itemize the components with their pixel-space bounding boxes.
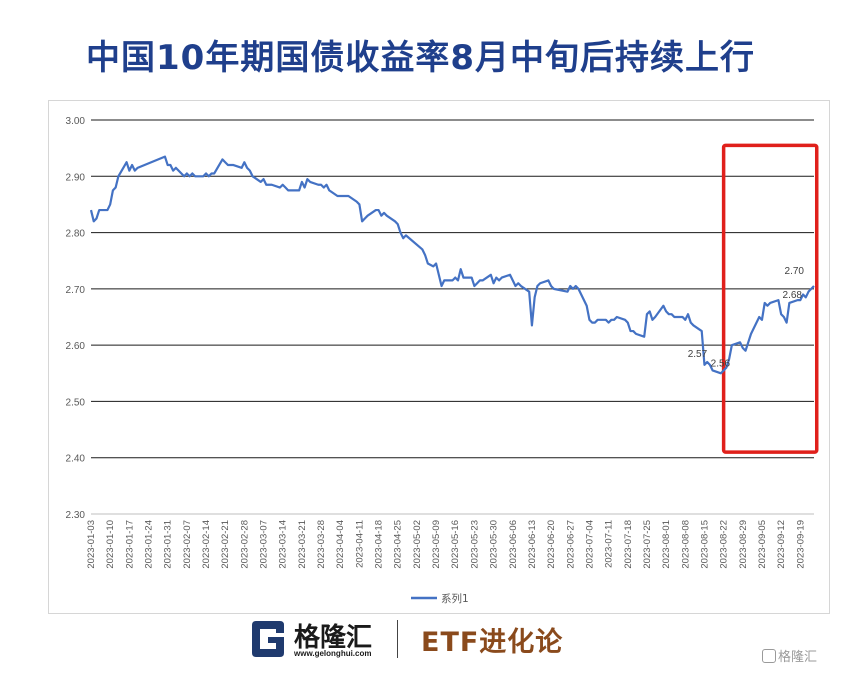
watermark-g-icon (762, 649, 776, 663)
y-tick-label: 2.40 (66, 454, 86, 465)
g-logo-icon (252, 621, 284, 657)
x-tick-label: 2023-09-12 (776, 520, 787, 569)
x-tick-label: 2023-05-23 (469, 520, 480, 569)
x-tick-label: 2023-02-28 (239, 520, 250, 569)
x-tick-label: 2023-04-04 (335, 520, 346, 569)
x-tick-label: 2023-06-27 (565, 520, 576, 569)
page-title: 中国10年期国债收益率8月中旬后持续上行 (86, 38, 755, 78)
x-tick-label: 2023-01-31 (163, 520, 174, 569)
watermark-text: 格隆汇 (778, 650, 818, 665)
x-tick-label: 2023-08-15 (699, 520, 710, 569)
x-tick-label: 2023-05-02 (412, 520, 423, 569)
x-tick-label: 2023-07-25 (642, 520, 653, 569)
x-tick-label: 2023-01-17 (124, 520, 135, 569)
x-tick-label: 2023-04-25 (393, 520, 404, 569)
footer-divider (397, 620, 398, 658)
y-tick-label: 2.90 (66, 172, 86, 183)
y-tick-label: 2.50 (66, 397, 86, 408)
x-tick-label: 2023-04-11 (354, 520, 365, 568)
x-tick-label: 2023-08-08 (680, 520, 691, 569)
y-tick-label: 2.30 (66, 510, 86, 521)
logo-text: 格隆汇 (294, 623, 373, 653)
x-tick-label: 2023-01-10 (105, 520, 116, 569)
logo-url: www.gelonghui.com (294, 649, 372, 658)
x-tick-label: 2023-08-29 (738, 520, 749, 569)
x-tick-label: 2023-09-19 (795, 520, 806, 569)
x-tick-label: 2023-02-14 (201, 520, 212, 569)
legend-label: 系列1 (441, 592, 469, 605)
x-tick-label: 2023-01-24 (144, 520, 155, 569)
x-tick-label: 2023-07-11 (604, 520, 615, 568)
data-label: 2.56 (711, 359, 731, 370)
x-tick-label: 2023-02-07 (182, 520, 193, 569)
data-label: 2.57 (688, 349, 708, 360)
x-tick-label: 2023-08-22 (719, 520, 730, 569)
x-tick-label: 2023-03-07 (259, 520, 270, 569)
y-tick-label: 2.80 (66, 229, 86, 240)
chart-panel: 3.00 2.90 2.80 2.70 2.60 2.50 2.40 2.30 2023-01-… (48, 100, 830, 614)
highlight-box (721, 143, 819, 454)
brand-name: ETF进化论 (421, 627, 564, 658)
x-tick-label: 2023-04-18 (374, 520, 385, 569)
y-tick-label: 2.60 (66, 341, 86, 352)
y-tick-label: 2.70 (66, 285, 86, 296)
x-tick-label: 2023-05-09 (431, 520, 442, 569)
watermark: 格隆汇 (762, 646, 817, 665)
x-tick-label: 2023-05-16 (450, 520, 461, 569)
x-tick-label: 2023-08-01 (661, 520, 672, 569)
x-tick-label: 2023-09-05 (757, 520, 768, 569)
x-tick-label: 2023-03-14 (278, 520, 289, 569)
x-tick-label: 2023-06-20 (546, 520, 557, 569)
x-tick-label: 2023-07-18 (623, 520, 634, 569)
x-tick-label: 2023-05-30 (489, 520, 500, 569)
x-tick-label: 2023-02-21 (220, 520, 231, 569)
yield-line-chart: 3.002.902.802.702.602.502.402.302023-01-… (66, 116, 819, 605)
y-tick-label: 3.00 (66, 116, 86, 127)
x-tick-label: 2023-01-03 (86, 520, 97, 569)
data-label: 2.70 (785, 266, 805, 277)
series-line (89, 155, 815, 375)
data-label: 2.68 (783, 290, 803, 301)
x-tick-label: 2023-03-28 (316, 520, 327, 569)
x-tick-label: 2023-06-06 (508, 520, 519, 569)
x-tick-label: 2023-06-13 (527, 520, 538, 569)
x-tick-label: 2023-07-04 (584, 520, 595, 569)
x-tick-label: 2023-03-21 (297, 520, 308, 569)
gelonghui-logo: 格隆汇 www.gelonghui.com (248, 617, 398, 663)
